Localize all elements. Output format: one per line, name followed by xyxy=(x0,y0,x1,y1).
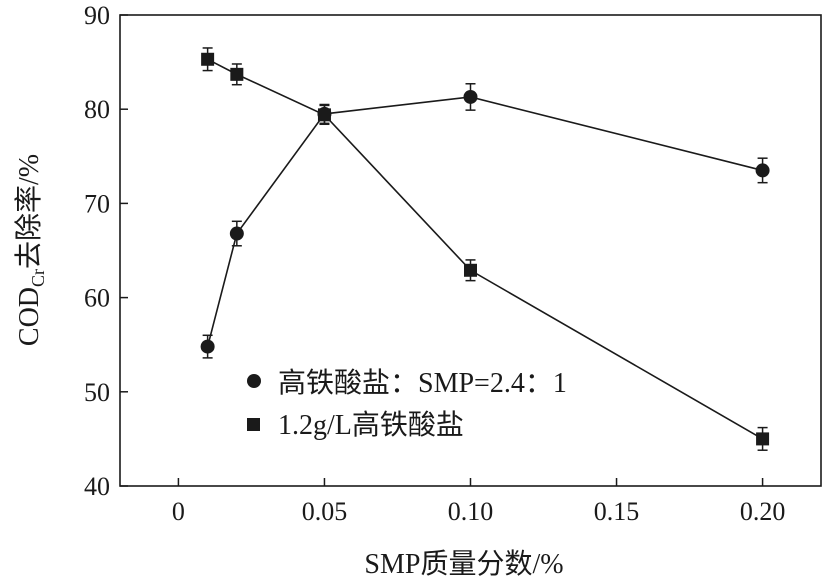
y-axis-label: CODCr去除率/% xyxy=(13,154,48,346)
data-point-square xyxy=(230,67,244,81)
y-tick-label: 80 xyxy=(84,95,110,124)
series-line xyxy=(206,96,763,347)
data-point-circle xyxy=(755,163,770,178)
series-2 xyxy=(201,47,770,451)
legend-marker-circle xyxy=(247,374,261,388)
y-tick-label: 60 xyxy=(84,284,110,313)
legend: 高铁酸盐：SMP=2.4：1 1.2g/L高铁酸盐 xyxy=(247,367,567,441)
legend-label-series-2: 1.2g/L高铁酸盐 xyxy=(278,409,464,441)
data-point-square xyxy=(317,108,331,122)
series-1 xyxy=(200,83,770,359)
x-tick-label: 0.10 xyxy=(448,497,494,526)
data-point-circle xyxy=(200,339,215,354)
x-tick-label: 0 xyxy=(172,497,185,526)
y-tick-label: 90 xyxy=(84,1,110,30)
data-point-circle xyxy=(463,89,478,104)
legend-marker-square xyxy=(247,418,260,431)
x-tick-label: 0.15 xyxy=(594,497,640,526)
y-tick-label: 50 xyxy=(84,378,110,407)
data-point-square xyxy=(201,52,215,66)
x-axis-label: SMP质量分数/% xyxy=(364,548,563,580)
data-point-circle xyxy=(229,226,244,241)
data-point-square xyxy=(464,263,477,277)
y-tick-label: 70 xyxy=(84,189,110,218)
legend-label-series-1: 高铁酸盐：SMP=2.4：1 xyxy=(278,367,567,399)
x-tick-label: 0.05 xyxy=(302,497,348,526)
y-axis-label-subscript: Cr xyxy=(28,269,48,287)
series-layer xyxy=(200,47,770,451)
y-tick-label: 40 xyxy=(84,472,110,501)
y-axis-label-main: COD xyxy=(14,287,45,346)
axes: 40 50 60 70 80 90 0 0.05 0.10 0.15 0.20 xyxy=(84,1,822,526)
data-point-square xyxy=(756,432,770,446)
y-axis-label-rest: 去除率/% xyxy=(13,154,45,269)
x-tick-label: 0.20 xyxy=(740,497,786,526)
